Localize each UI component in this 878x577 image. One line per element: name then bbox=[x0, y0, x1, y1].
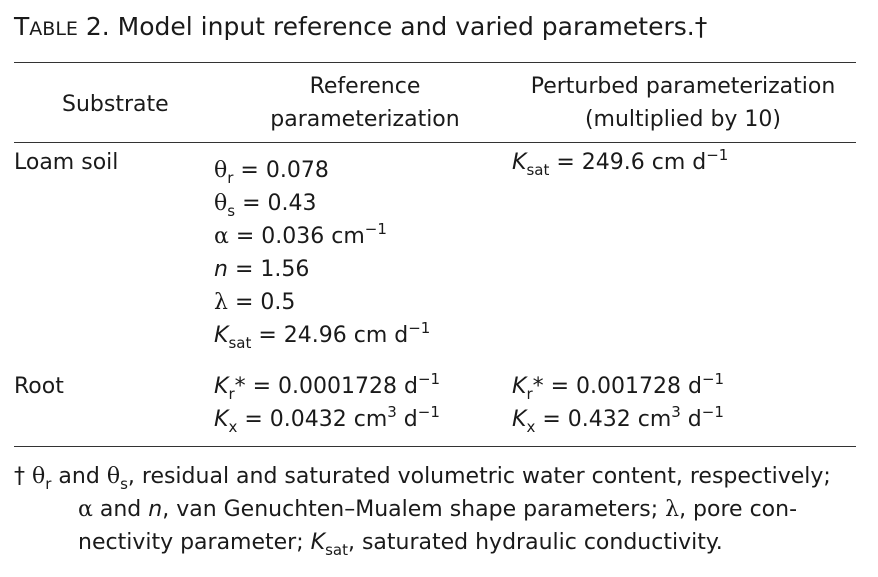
kx-subscript: x bbox=[526, 418, 536, 436]
theta-symbol: θ bbox=[32, 464, 46, 489]
k-symbol: K bbox=[214, 323, 229, 348]
k-symbol: K bbox=[214, 407, 229, 432]
header-perturbed-line2: (multiplied by 10) bbox=[584, 107, 782, 132]
table-label-rest: ABLE bbox=[29, 18, 78, 40]
theta-s-subscript: s bbox=[120, 475, 128, 493]
table-title: TABLE 2. Model input reference and varie… bbox=[14, 12, 707, 44]
header-substrate: Substrate bbox=[62, 92, 169, 117]
footnote-text: and bbox=[51, 464, 107, 489]
lambda-value: = 0.5 bbox=[227, 290, 296, 315]
ksat-exponent: −1 bbox=[408, 319, 431, 337]
header-rule bbox=[14, 142, 856, 143]
kx-exponent-cm: 3 bbox=[387, 403, 397, 421]
kx-exponent-d: −1 bbox=[701, 403, 724, 421]
row-loam-substrate: Loam soil bbox=[14, 150, 119, 175]
param-ksat: Ksat = 24.96 cm d−1 bbox=[214, 319, 430, 352]
ksat-subscript: sat bbox=[526, 161, 550, 179]
row-root-substrate: Root bbox=[14, 374, 64, 399]
footnote-dagger: † bbox=[14, 464, 25, 489]
table-number: 2. bbox=[85, 12, 110, 41]
header-reference-line2: parameterization bbox=[270, 107, 460, 132]
kx-exponent-d: −1 bbox=[417, 403, 440, 421]
param-kr: Kr* = 0.0001728 d−1 bbox=[214, 370, 440, 403]
row-root-perturbed: Kr* = 0.001728 d−1 Kx = 0.432 cm3 d−1 bbox=[512, 370, 724, 436]
footnote-line-1: † θr and θs, residual and saturated volu… bbox=[14, 460, 864, 493]
param-kx: Kx = 0.0432 cm3 d−1 bbox=[214, 403, 440, 436]
ksat-exponent: −1 bbox=[706, 146, 729, 164]
footnote-text: , saturated hydraulic conductivity. bbox=[347, 530, 723, 555]
bottom-rule bbox=[14, 446, 856, 447]
lambda-symbol: λ bbox=[665, 497, 680, 522]
param-n: n = 1.56 bbox=[214, 253, 430, 286]
n-value: = 1.56 bbox=[227, 257, 310, 282]
kr-subscript: r bbox=[526, 385, 533, 403]
ksat-value: = 249.6 cm d bbox=[549, 150, 707, 175]
header-reference-line1: Reference bbox=[309, 74, 421, 99]
theta-symbol: θ bbox=[106, 464, 121, 489]
alpha-symbol: α bbox=[78, 497, 93, 522]
header-reference: Reference parameterization bbox=[250, 70, 480, 136]
param-kx: Kx = 0.432 cm3 d−1 bbox=[512, 403, 724, 436]
k-symbol: K bbox=[512, 407, 527, 432]
footnote-text: nectivity parameter; bbox=[78, 530, 311, 555]
ksat-subscript: sat bbox=[325, 541, 348, 559]
row-loam-perturbed: Ksat = 249.6 cm d−1 bbox=[512, 146, 728, 179]
param-theta-r: θr = 0.078 bbox=[214, 154, 430, 187]
kx-exponent-cm: 3 bbox=[671, 403, 681, 421]
lambda-symbol: λ bbox=[214, 290, 228, 315]
kr-value: * = 0.001728 d bbox=[532, 374, 702, 399]
kr-exponent: −1 bbox=[701, 370, 725, 388]
ksat-value: = 24.96 cm d bbox=[251, 323, 409, 348]
footnote-text: , residual and saturated volumetric wate… bbox=[127, 464, 831, 489]
param-theta-s: θs = 0.43 bbox=[214, 187, 430, 220]
kx-subscript: x bbox=[228, 418, 238, 436]
footnote-line-3: nectivity parameter; Ksat, saturated hyd… bbox=[14, 526, 864, 559]
k-symbol: K bbox=[512, 150, 527, 175]
row-loam-reference: θr = 0.078 θs = 0.43 α = 0.036 cm−1 n = … bbox=[214, 154, 430, 352]
k-symbol: K bbox=[214, 374, 229, 399]
k-symbol: K bbox=[512, 374, 527, 399]
title-dagger: † bbox=[694, 12, 708, 41]
table-footnote: † θr and θs, residual and saturated volu… bbox=[14, 460, 864, 559]
theta-s-value: = 0.43 bbox=[235, 191, 317, 216]
row-root-reference: Kr* = 0.0001728 d−1 Kx = 0.0432 cm3 d−1 bbox=[214, 370, 440, 436]
footnote-line-2: α and n, van Genuchten–Mualem shape para… bbox=[14, 493, 864, 526]
param-alpha: α = 0.036 cm−1 bbox=[214, 220, 430, 253]
kr-value: * = 0.0001728 d bbox=[234, 374, 418, 399]
theta-symbol: θ bbox=[214, 158, 228, 183]
param-kr: Kr* = 0.001728 d−1 bbox=[512, 370, 724, 403]
kx-unit-d: d bbox=[680, 407, 702, 432]
kr-subscript: r bbox=[228, 385, 235, 403]
k-symbol: K bbox=[310, 530, 326, 555]
ksat-subscript: sat bbox=[228, 334, 252, 352]
n-symbol: n bbox=[214, 257, 228, 282]
n-symbol: n bbox=[148, 497, 163, 522]
theta-r-subscript: r bbox=[45, 475, 52, 493]
alpha-value: = 0.036 cm bbox=[228, 224, 365, 249]
kr-exponent: −1 bbox=[417, 370, 441, 388]
theta-symbol: θ bbox=[214, 191, 228, 216]
footnote-text: and bbox=[92, 497, 149, 522]
footnote-text: , pore con- bbox=[679, 497, 798, 522]
theta-r-value: = 0.078 bbox=[233, 158, 329, 183]
kx-value: = 0.0432 cm bbox=[237, 407, 388, 432]
header-perturbed-line1: Perturbed parameterization bbox=[530, 74, 836, 99]
kx-value: = 0.432 cm bbox=[535, 407, 672, 432]
footnote-text: , van Genuchten–Mualem shape parameters; bbox=[162, 497, 666, 522]
top-rule bbox=[14, 62, 856, 63]
header-perturbed: Perturbed parameterization (multiplied b… bbox=[510, 70, 856, 136]
table-label-first: T bbox=[14, 12, 30, 41]
table-label: TABLE bbox=[14, 12, 78, 41]
alpha-symbol: α bbox=[214, 224, 229, 249]
alpha-exponent: −1 bbox=[364, 220, 387, 238]
param-lambda: λ = 0.5 bbox=[214, 286, 430, 319]
kx-unit-d: d bbox=[396, 407, 418, 432]
theta-s-subscript: s bbox=[227, 202, 236, 220]
table-caption: Model input reference and varied paramet… bbox=[117, 12, 695, 41]
theta-r-subscript: r bbox=[227, 169, 234, 187]
